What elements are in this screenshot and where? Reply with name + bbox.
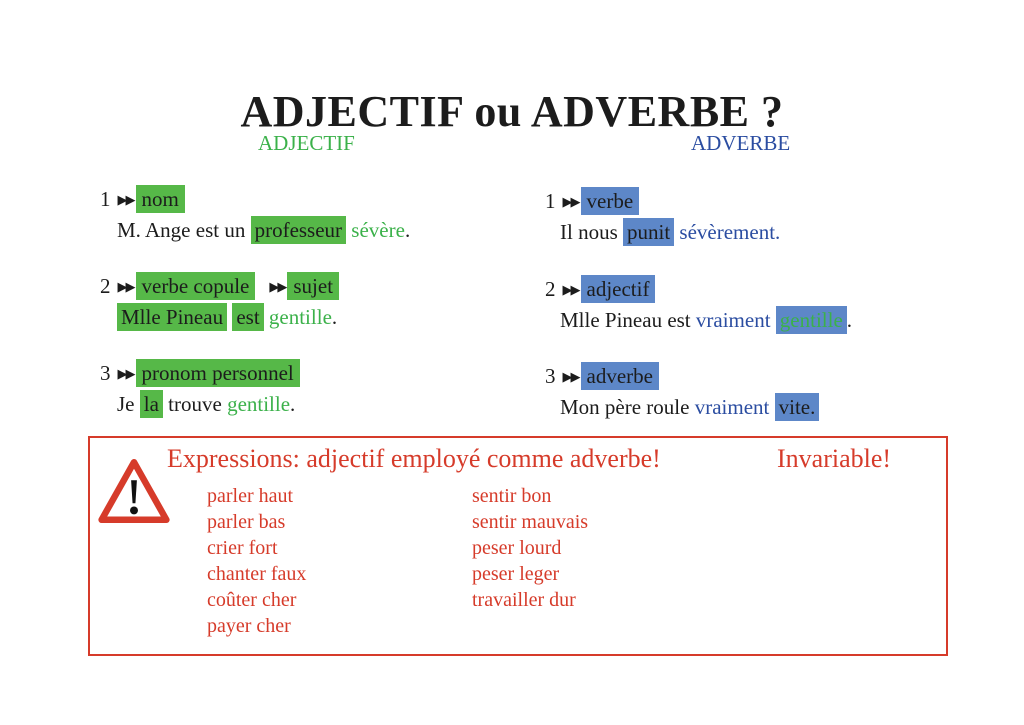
- expression-item: parler haut: [207, 485, 294, 507]
- adjectif-item-2: 2 ▶▶ verbe copule ▶▶ sujet Mlle Pineau est g…: [100, 272, 340, 332]
- item-number: 3: [545, 364, 556, 388]
- text-segment-highlight: Mlle Pineau: [117, 303, 228, 332]
- example-sentence: Mon père roule vraiment vite.: [545, 393, 820, 422]
- text-segment: .: [846, 308, 853, 333]
- item-number: 1: [100, 187, 111, 211]
- fast-forward-icon: ▶▶: [562, 195, 581, 210]
- text-segment: .: [331, 305, 338, 330]
- text-segment-highlight: la: [139, 390, 163, 419]
- page-title: ADJECTIF ou ADVERBE ?: [240, 87, 784, 137]
- grammar-tag-adverbe: adverbe: [580, 362, 659, 390]
- text-segment-highlight: vite.: [774, 393, 820, 422]
- warning-icon: [98, 458, 170, 524]
- column-header-adjectif: ADJECTIF: [258, 131, 355, 155]
- tag-line: 1 ▶▶ verbe: [545, 187, 780, 215]
- text-segment: Il nous: [560, 220, 623, 245]
- item-number: 2: [545, 277, 556, 301]
- text-segment-green: gentille: [263, 305, 332, 330]
- text-segment-highlight: est: [232, 303, 264, 332]
- adjectif-item-1: 1 ▶▶ nom M. Ange est un professeur sévère.: [100, 185, 411, 245]
- expression-item: parler bas: [207, 511, 286, 533]
- expression-item: sentir bon: [472, 485, 552, 507]
- example-sentence: M. Ange est un professeur sévère.: [100, 216, 411, 245]
- expression-item: crier fort: [207, 537, 278, 559]
- example-sentence: Je la trouve gentille.: [100, 390, 300, 419]
- text-segment-highlight: punit: [623, 218, 675, 247]
- fast-forward-icon: ▶▶: [562, 370, 581, 385]
- grammar-tag-pronom-personnel: pronom personnel: [135, 359, 300, 387]
- text-segment-blue: vraiment: [695, 308, 776, 333]
- item-number: 2: [100, 274, 111, 298]
- adjectif-item-3: 3 ▶▶ pronom personnel Je la trouve gentill…: [100, 359, 300, 419]
- text-segment-green: sévère: [346, 218, 405, 243]
- expressions-box: Expressions: adjectif employé comme adve…: [88, 436, 948, 656]
- text-segment-blue: sévèrement.: [674, 220, 781, 245]
- text-segment-green: gentille: [227, 392, 291, 417]
- expression-item: chanter faux: [207, 563, 307, 585]
- expression-item: travailler dur: [472, 589, 576, 611]
- text-segment-highlight: professeur: [250, 216, 347, 245]
- text-segment: .: [404, 218, 411, 243]
- grammar-tag-verbe: verbe: [580, 187, 640, 215]
- adverbe-item-3: 3 ▶▶ adverbe Mon père roule vraiment vite.: [545, 362, 820, 422]
- column-header-adverbe: ADVERBE: [691, 131, 791, 155]
- fast-forward-icon: ▶▶: [117, 280, 136, 295]
- fast-forward-icon: ▶▶: [117, 193, 136, 208]
- text-segment: Mon père roule: [560, 395, 695, 420]
- tag-line: 2 ▶▶ adjectif: [545, 275, 852, 303]
- expression-item: sentir mauvais: [472, 511, 589, 533]
- invariable-label: Invariable!: [777, 444, 892, 473]
- expressions-column-2: sentir bon sentir mauvais peser lourd pe…: [472, 483, 588, 613]
- tag-line: 2 ▶▶ verbe copule ▶▶ sujet: [100, 272, 340, 300]
- fast-forward-icon: ▶▶: [117, 367, 136, 382]
- expression-item: payer cher: [207, 615, 291, 637]
- tag-line: 3 ▶▶ adverbe: [545, 362, 819, 390]
- fast-forward-icon: ▶▶: [269, 280, 287, 295]
- expression-item: peser leger: [472, 563, 560, 585]
- grammar-tag-nom: nom: [135, 185, 185, 213]
- expressions-heading: Expressions: adjectif employé comme adve…: [167, 444, 661, 473]
- tag-line: 3 ▶▶ pronom personnel: [100, 359, 300, 387]
- expression-item: coûter cher: [207, 589, 297, 611]
- text-segment: .: [290, 392, 296, 417]
- fast-forward-icon: ▶▶: [562, 283, 581, 298]
- example-sentence: Mlle Pineau est gentille.: [100, 303, 339, 332]
- expressions-column-1: parler haut parler bas crier fort chante…: [207, 483, 306, 639]
- grammar-tag-adjectif: adjectif: [580, 275, 656, 303]
- text-segment: Mlle Pineau est: [560, 308, 696, 333]
- tag-line: 1 ▶▶ nom: [100, 185, 410, 213]
- text-segment: trouve: [162, 392, 228, 417]
- adverbe-item-2: 2 ▶▶ adjectif Mlle Pineau est vraiment gen…: [545, 275, 853, 335]
- grammar-tag-verbe-copule: verbe copule: [135, 272, 256, 300]
- text-segment: M. Ange est un: [117, 218, 251, 243]
- item-number: 1: [545, 189, 556, 213]
- text-segment: Je: [117, 392, 140, 417]
- expression-item: peser lourd: [472, 537, 562, 559]
- example-sentence: Mlle Pineau est vraiment gentille.: [545, 306, 853, 335]
- item-number: 3: [100, 361, 111, 385]
- text-segment-highlight: gentille: [775, 306, 847, 335]
- adverbe-item-1: 1 ▶▶ verbe Il nous punit sévèrement.: [545, 187, 781, 247]
- grammar-tag-sujet: sujet: [287, 272, 340, 300]
- example-sentence: Il nous punit sévèrement.: [545, 218, 781, 247]
- text-segment-blue: vraiment: [694, 395, 775, 420]
